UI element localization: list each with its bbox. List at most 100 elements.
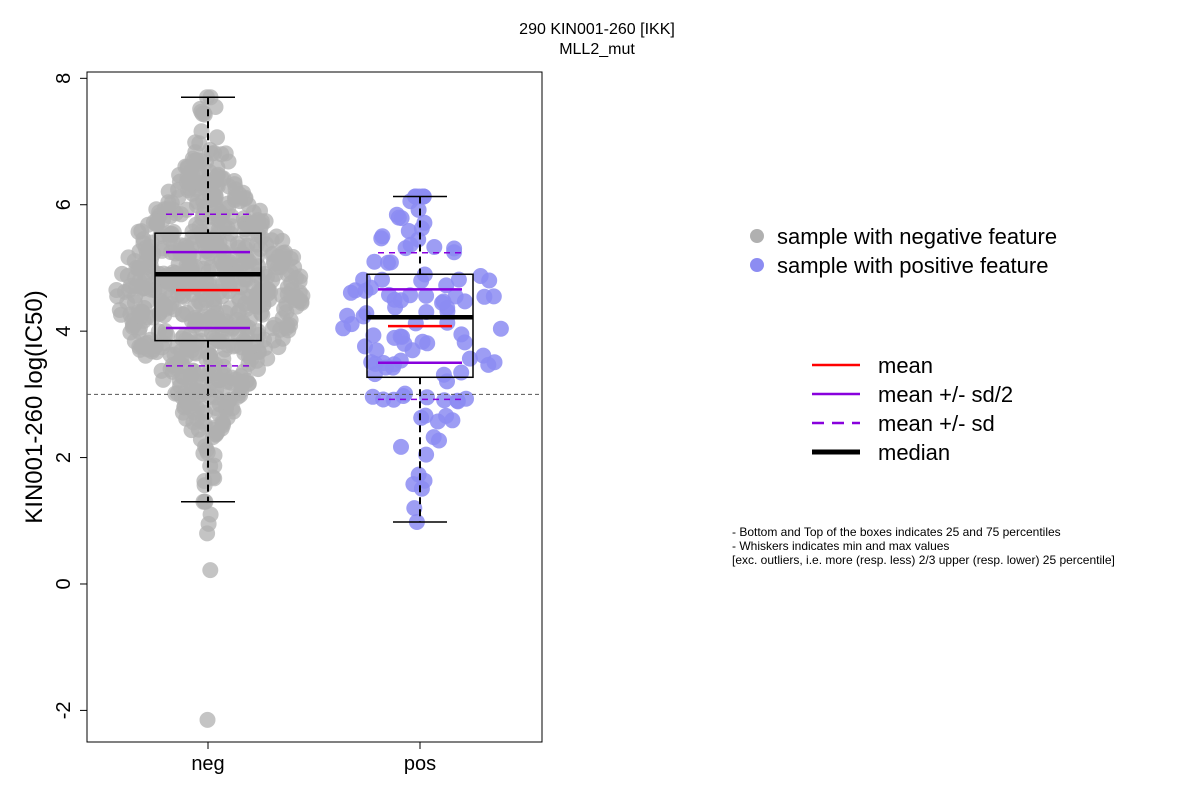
data-point [215, 170, 232, 187]
data-point [397, 385, 413, 402]
data-point [417, 407, 434, 424]
data-point [133, 223, 150, 240]
legend-point-label: sample with negative feature [777, 224, 1057, 249]
data-point [373, 230, 390, 247]
data-point [171, 167, 188, 183]
data-point [480, 356, 497, 373]
data-point [374, 271, 390, 288]
data-point [211, 371, 228, 388]
data-point [279, 317, 296, 334]
data-point [209, 424, 226, 441]
data-point [461, 350, 478, 367]
data-point [210, 206, 227, 223]
data-point [390, 209, 407, 226]
data-point [431, 432, 447, 449]
data-point [199, 525, 216, 542]
data-point [206, 457, 223, 474]
data-point [209, 129, 225, 146]
data-point [453, 364, 470, 381]
y-tick-label: 8 [53, 73, 75, 84]
data-point [436, 392, 453, 409]
data-point [217, 393, 234, 410]
data-point [199, 711, 216, 728]
data-point [368, 342, 385, 359]
legend-point-marker [750, 258, 764, 272]
data-point [274, 255, 291, 272]
data-point [178, 201, 195, 218]
data-point [165, 234, 182, 251]
data-point [367, 355, 384, 372]
data-point [426, 239, 443, 255]
data-point [418, 287, 435, 304]
data-point [366, 253, 383, 270]
data-point [191, 164, 208, 181]
y-tick-label: 4 [53, 326, 75, 337]
data-point [446, 244, 463, 261]
data-point [343, 316, 360, 333]
legend: sample with negative feature sample with … [750, 224, 1057, 465]
y-tick-label: -2 [53, 701, 75, 719]
data-point [419, 335, 436, 352]
data-point [169, 385, 186, 402]
note-line: - Whiskers indicates min and max values [732, 539, 949, 553]
data-point [206, 237, 223, 254]
data-point [136, 273, 153, 290]
data-point [276, 300, 293, 317]
note-line: [exc. outliers, i.e. more (resp. less) 2… [732, 553, 1115, 567]
data-point [476, 288, 493, 305]
legend-line-label: mean +/- sd/2 [878, 382, 1013, 407]
data-point [206, 144, 223, 161]
data-point [160, 194, 177, 211]
data-point [175, 278, 192, 295]
data-point [191, 293, 208, 310]
data-point [258, 236, 275, 253]
data-point [128, 259, 145, 276]
data-point [419, 389, 435, 406]
note-line: - Bottom and Top of the boxes indicates … [732, 525, 1061, 539]
data-point [130, 323, 147, 340]
data-point [393, 438, 409, 455]
x-tick-label: neg [191, 753, 224, 775]
data-point [492, 320, 509, 337]
y-tick-label: 2 [53, 452, 75, 463]
data-point [138, 245, 155, 262]
data-point [122, 306, 139, 323]
data-point [362, 279, 379, 296]
data-point [223, 321, 240, 338]
legend-line-label: mean +/- sd [878, 411, 995, 436]
data-point [381, 286, 397, 303]
data-point [233, 382, 250, 399]
data-point [382, 254, 399, 271]
data-point [201, 222, 218, 239]
legend-line-label: median [878, 440, 950, 465]
data-point [434, 294, 451, 311]
data-point [444, 412, 461, 429]
data-point [406, 500, 423, 517]
data-point [242, 338, 259, 355]
chart-title: 290 KIN001-260 [IKK] [519, 21, 675, 38]
data-point [215, 350, 232, 367]
data-point [180, 247, 197, 264]
data-point [222, 300, 238, 317]
data-point [196, 473, 213, 489]
data-point [183, 379, 200, 396]
data-point [365, 327, 382, 344]
legend-point-label: sample with positive feature [777, 253, 1048, 278]
data-point [182, 366, 199, 383]
data-point [187, 134, 204, 151]
data-point [108, 282, 125, 298]
chart-subtitle: MLL2_mut [559, 41, 635, 58]
data-point [157, 323, 174, 339]
data-point [410, 231, 427, 248]
data-point [136, 300, 153, 316]
data-point [416, 472, 433, 489]
data-point [202, 347, 218, 364]
data-point [453, 326, 470, 343]
y-axis-label: KIN001-260 log(IC50) [21, 290, 48, 523]
data-point [410, 201, 427, 218]
data-point [198, 441, 215, 458]
data-point [472, 268, 489, 284]
data-point [413, 272, 430, 289]
data-point [193, 103, 210, 120]
